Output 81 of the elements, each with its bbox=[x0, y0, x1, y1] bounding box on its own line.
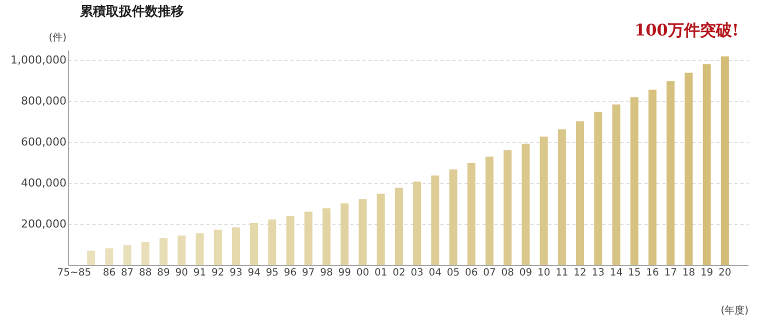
bar bbox=[630, 97, 638, 265]
bar bbox=[666, 81, 675, 265]
bar bbox=[340, 203, 349, 265]
bar bbox=[394, 188, 403, 265]
bar bbox=[268, 220, 276, 265]
x-tick-label: 98 bbox=[320, 268, 333, 278]
bar bbox=[286, 216, 294, 265]
bar bbox=[196, 233, 204, 265]
bar bbox=[467, 163, 476, 265]
y-tick-label: 1,000,000 bbox=[10, 54, 66, 67]
x-tick-label: 96 bbox=[284, 268, 297, 278]
x-tick-label: 95 bbox=[266, 268, 279, 278]
x-tick-label: 13 bbox=[592, 268, 605, 278]
bar bbox=[141, 242, 150, 265]
bar bbox=[648, 90, 656, 265]
bar bbox=[358, 199, 367, 265]
x-tick-label: 14 bbox=[610, 268, 623, 278]
y-tick-label: 200,000 bbox=[21, 218, 66, 231]
bar bbox=[160, 238, 168, 265]
bar bbox=[558, 129, 566, 265]
bar bbox=[413, 182, 422, 265]
bar bbox=[504, 150, 512, 265]
bar bbox=[612, 104, 620, 265]
bar bbox=[522, 144, 530, 265]
x-tick-label: 90 bbox=[175, 268, 188, 278]
x-tick-label: 11 bbox=[556, 268, 568, 278]
bar bbox=[178, 236, 186, 265]
y-axis-title: (件) bbox=[48, 32, 67, 44]
x-tick-label: 91 bbox=[193, 268, 206, 278]
bar bbox=[576, 121, 584, 265]
annotation: 100万件突破! bbox=[634, 20, 739, 40]
x-tick-label: 94 bbox=[248, 268, 260, 278]
bar bbox=[431, 176, 440, 265]
x-tick-label: 10 bbox=[537, 268, 550, 278]
bar bbox=[702, 64, 711, 265]
bar bbox=[594, 112, 602, 265]
chart-title: 累積取扱件数推移 bbox=[79, 4, 184, 20]
x-tick-label: 06 bbox=[465, 268, 478, 278]
bar bbox=[540, 136, 548, 265]
bar bbox=[485, 156, 494, 265]
x-tick-label: 03 bbox=[410, 268, 424, 278]
bar bbox=[250, 223, 258, 265]
x-tick-label: 16 bbox=[646, 268, 659, 278]
x-tick-label: 87 bbox=[120, 268, 134, 278]
bar bbox=[684, 72, 693, 265]
x-tick-label: 12 bbox=[574, 268, 586, 278]
x-tick-label: 19 bbox=[700, 268, 714, 278]
x-tick-label: 99 bbox=[338, 268, 351, 278]
bar bbox=[123, 245, 132, 265]
bar bbox=[232, 227, 240, 265]
bar bbox=[214, 230, 222, 265]
x-tick-label: 17 bbox=[664, 268, 677, 278]
y-tick-label: 800,000 bbox=[21, 94, 66, 108]
y-tick-label: 600,000 bbox=[21, 136, 66, 149]
x-tick-label: 92 bbox=[211, 268, 224, 278]
x-tick-label: 93 bbox=[230, 268, 242, 278]
x-axis-title: (年度) bbox=[720, 304, 749, 316]
x-tick-label: 07 bbox=[483, 268, 496, 278]
bar bbox=[322, 208, 331, 265]
x-tick-label: 15 bbox=[628, 268, 641, 278]
x-tick-label: 97 bbox=[302, 268, 315, 278]
x-tick-label: 00 bbox=[356, 268, 370, 278]
bar bbox=[376, 194, 385, 265]
x-tick-label: 18 bbox=[682, 268, 696, 278]
y-tick-label: 400,000 bbox=[21, 176, 66, 190]
x-tick-label: 88 bbox=[139, 268, 152, 278]
bar bbox=[105, 248, 114, 265]
bar bbox=[720, 56, 729, 265]
bar bbox=[87, 250, 96, 265]
bar bbox=[304, 212, 312, 265]
bar bbox=[449, 169, 458, 265]
x-tick-label: 86 bbox=[102, 268, 116, 278]
x-tick-label: 05 bbox=[446, 268, 460, 278]
x-tick-label: 89 bbox=[157, 268, 170, 278]
x-tick-label: 09 bbox=[519, 268, 532, 278]
x-tick-label: 04 bbox=[428, 268, 442, 278]
x-tick-label: 20 bbox=[718, 268, 732, 278]
x-tick-label: 01 bbox=[374, 268, 388, 278]
x-tick-label: 75~85 bbox=[57, 268, 92, 278]
x-tick-label: 02 bbox=[392, 268, 406, 278]
x-tick-label: 08 bbox=[501, 268, 514, 278]
